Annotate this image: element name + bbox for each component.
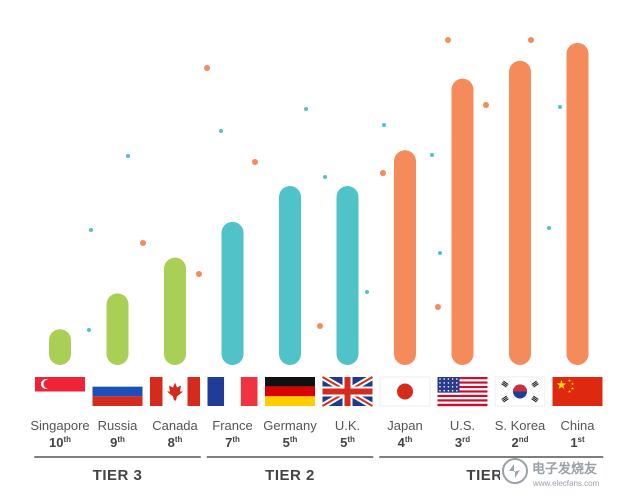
country-label: Germany [263, 418, 317, 433]
decorative-dot [445, 37, 451, 43]
watermark-logo-icon [502, 458, 528, 484]
flag-group [35, 374, 603, 409]
country-label: Singapore [30, 418, 89, 433]
rank-label: 4th [398, 435, 413, 450]
rank-number: 8 [168, 435, 175, 450]
decorative-dots [87, 37, 562, 332]
rank-number: 5 [283, 435, 290, 450]
rank-number: 10 [49, 435, 63, 450]
tier-label: TIER 2 [265, 467, 315, 484]
japan-flag-icon [379, 376, 431, 407]
rank-label: 5th [283, 435, 298, 450]
decorative-dot [196, 271, 202, 277]
bar-germany [279, 186, 301, 365]
decorative-dot [204, 65, 210, 71]
decorative-dot [252, 159, 258, 165]
country-label: S. Korea [495, 418, 546, 433]
bar-japan [394, 150, 416, 365]
tier-tier-2: TIER 2 [206, 456, 374, 484]
country-label: U.K. [335, 418, 360, 433]
decorative-dot [219, 129, 223, 133]
decorative-dot [140, 240, 146, 246]
decorative-dot [483, 102, 489, 108]
uk-flag-icon [320, 374, 375, 409]
country-label: Canada [152, 418, 198, 433]
rank-label: 1st [570, 435, 585, 450]
country-label: China [561, 418, 596, 433]
rank-suffix: th [63, 435, 71, 444]
decorative-dot [365, 290, 369, 294]
decorative-dot [89, 228, 93, 232]
country-label-group: Singapore10thRussia9thCanada8thFrance7th… [30, 418, 595, 450]
decorative-dot [430, 153, 434, 157]
watermark-logo-mark [509, 464, 520, 478]
rank-label: 10th [49, 435, 71, 450]
decorative-dot [382, 123, 386, 127]
rank-number: 7 [225, 435, 232, 450]
decorative-dot [317, 323, 323, 329]
tier-label: TIER 3 [93, 467, 143, 484]
rank-number: 3 [455, 435, 462, 450]
country-label: Russia [98, 418, 139, 433]
rank-number: 5 [340, 435, 347, 450]
singapore-flag-icon [35, 377, 85, 406]
rank-label: 2nd [511, 435, 528, 450]
rank-suffix: th [405, 435, 413, 444]
rank-suffix: rd [462, 435, 470, 444]
bar-s-korea [509, 60, 531, 365]
decorative-dot [547, 226, 551, 230]
watermark-text: 电子发烧友 [532, 461, 597, 476]
rank-suffix: th [232, 435, 240, 444]
france-flag-icon [207, 377, 258, 406]
rank-label: 9th [110, 435, 125, 450]
bar-china [566, 42, 589, 365]
rank-label: 3rd [455, 435, 470, 450]
us-flag-icon [437, 377, 488, 407]
tier-tier-3: TIER 3 [34, 456, 201, 484]
decorative-dot [304, 107, 308, 111]
rank-suffix: st [578, 435, 585, 444]
watermark-url: www.elecfans.com [532, 479, 600, 488]
bar-canada [164, 257, 186, 365]
bar-u-s [451, 78, 474, 366]
bar-russia [106, 293, 129, 365]
rank-suffix: nd [519, 435, 529, 444]
country-label: Japan [387, 418, 422, 433]
decorative-dot [87, 328, 91, 332]
decorative-dot [438, 251, 442, 255]
decorative-dot [435, 304, 441, 310]
rank-number: 2 [511, 435, 518, 450]
rank-number: 4 [398, 435, 406, 450]
country-label: France [212, 418, 252, 433]
rank-number: 1 [570, 435, 577, 450]
watermark: 电子发烧友 www.elecfans.com [500, 458, 640, 503]
canada-flag-icon [150, 377, 200, 406]
rank-suffix: th [117, 435, 125, 444]
decorative-dot [558, 105, 562, 109]
bar-france [221, 221, 244, 365]
bar-u-k [336, 186, 359, 365]
rank-label: 5th [340, 435, 355, 450]
russia-flag-icon [92, 377, 143, 406]
china-flag-icon [552, 377, 603, 406]
rank-label: 8th [168, 435, 183, 450]
rank-suffix: th [290, 435, 298, 444]
rank-number: 9 [110, 435, 117, 450]
bar-singapore [49, 329, 71, 365]
decorative-dot [380, 170, 386, 176]
south-korea-flag-icon [494, 376, 546, 407]
germany-flag-icon [265, 377, 315, 406]
decorative-dot [126, 154, 130, 158]
country-label: U.S. [450, 418, 475, 433]
rank-label: 7th [225, 435, 240, 450]
rank-suffix: th [347, 435, 355, 444]
decorative-dot [528, 37, 534, 43]
decorative-dot [323, 175, 327, 179]
bar-group [49, 42, 589, 366]
rank-suffix: th [175, 435, 183, 444]
